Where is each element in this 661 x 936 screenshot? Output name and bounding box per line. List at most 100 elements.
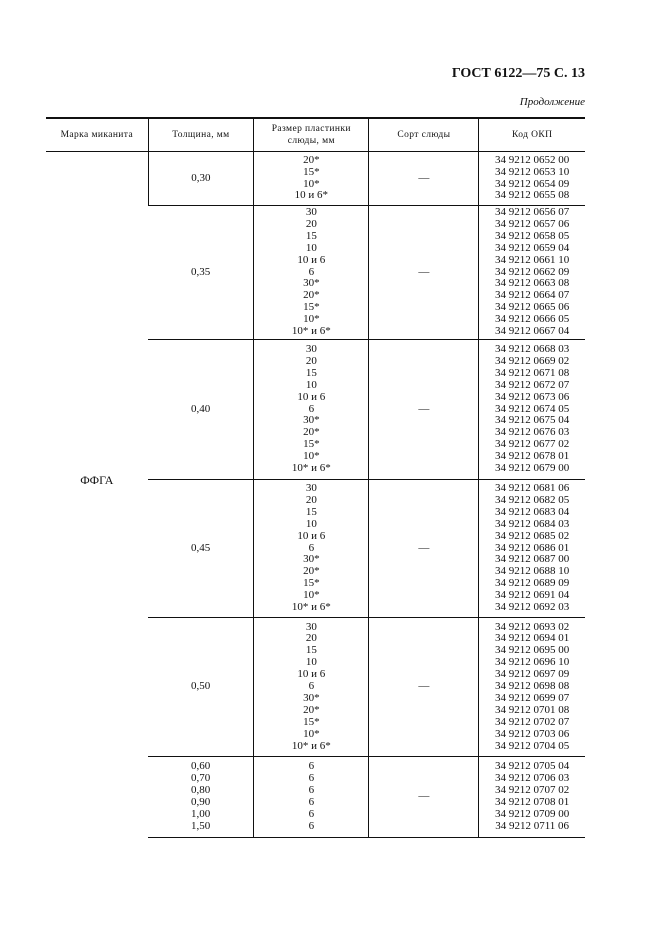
okp-code: 34 9212 0711 06 (495, 819, 570, 832)
okp-code: 34 9212 0656 07 (495, 206, 570, 219)
plate-size: 6 (308, 265, 315, 278)
plate-size: 10 и 6 (297, 529, 326, 542)
okp-code: 34 9212 0687 00 (495, 553, 570, 566)
okp-code: 34 9212 0654 09 (495, 177, 570, 190)
plate-size: 10* и 6* (291, 601, 331, 614)
okp-code-cell: 34 9212 0681 06 34 9212 0682 05 34 9212 06… (478, 479, 585, 618)
mica-grade-cell: — (368, 205, 479, 340)
plate-size: 10 (305, 517, 317, 530)
plate-size-cell: 20* 15* 10* 10 и 6* (253, 151, 369, 206)
thickness-cell: 0,60 0,70 0,80 0,90 1,00 1,50 (148, 756, 254, 838)
plate-size-cell: 30 20 15 10 10 и 6 6 30* 20* 15* 10* 10* и 6* (253, 339, 369, 480)
thickness: 0,60 (191, 760, 211, 773)
thickness: 0,90 (191, 796, 211, 808)
plate-size-cell: 30 20 15 10 10 и 6 6 30* 20* 15* 10* 10* и 6* (253, 205, 369, 340)
plate-size: 10* (303, 589, 320, 602)
plate-size-cell: 30 20 15 10 10 и 6 6 30* 20* 15* 10* 10* и 6* (253, 479, 369, 618)
okp-code: 34 9212 0678 01 (495, 450, 570, 463)
okp-code: 34 9212 0653 10 (495, 165, 570, 178)
okp-code: 34 9212 0686 01 (495, 541, 570, 554)
thickness: 1,50 (191, 819, 211, 832)
plate-size: 6 (308, 796, 315, 808)
table-row-group: 0,35 30 20 15 10 10 и 6 6 30* 20* 15* 10* 10* и 6* —… (46, 205, 585, 340)
plate-size: 20* (303, 703, 320, 716)
plate-size: 15 (305, 366, 317, 379)
plate-size: 6 (308, 784, 315, 797)
okp-code: 34 9212 0699 07 (495, 691, 570, 704)
okp-code-cell: 34 9212 0705 04 34 9212 0706 03 34 9212 07… (478, 756, 585, 838)
okp-code: 34 9212 0683 04 (495, 505, 570, 518)
table-row-group: 0,60 0,70 0,80 0,90 1,00 1,50 6 6 6 6 6 6—34 9212 0… (46, 756, 585, 838)
plate-size: 30* (303, 414, 320, 427)
mica-grade-cell: — (368, 756, 479, 838)
table-body: ФФГА 0,30 20* 15* 10* 10 и 6* —34 9212 0652 00… (46, 151, 585, 838)
mica-grade-cell: — (368, 617, 479, 757)
okp-code: 34 9212 0677 02 (495, 438, 570, 451)
col-header-mark: Марка миканита (46, 117, 149, 152)
table-row-group: 0,40 30 20 15 10 10 и 6 6 30* 20* 15* 10* 10* и 6* —… (46, 339, 585, 480)
okp-code: 34 9212 0657 06 (495, 217, 570, 230)
okp-code: 34 9212 0679 00 (495, 462, 570, 475)
okp-code: 34 9212 0688 10 (495, 565, 570, 578)
okp-code: 34 9212 0662 09 (495, 265, 570, 278)
col-header-mica-grade: Сорт слюды (368, 117, 479, 152)
okp-code-cell: 34 9212 0693 02 34 9212 0694 01 34 9212 06… (478, 617, 585, 757)
okp-code: 34 9212 0675 04 (495, 414, 570, 427)
okp-code: 34 9212 0704 05 (495, 739, 570, 752)
mark-cell: ФФГА (80, 472, 114, 487)
okp-code: 34 9212 0671 08 (495, 366, 570, 379)
okp-code: 34 9212 0692 03 (495, 601, 570, 614)
okp-code: 34 9212 0655 08 (495, 189, 570, 202)
okp-code-cell: 34 9212 0652 00 34 9212 0653 10 34 9212 06… (478, 151, 585, 206)
plate-size: 10* (303, 177, 320, 190)
plate-size: 20 (305, 493, 317, 506)
plate-size: 20 (305, 217, 317, 230)
okp-code: 34 9212 0672 07 (495, 378, 570, 391)
okp-code: 34 9212 0701 08 (495, 703, 570, 716)
table-row-group: 0,45 30 20 15 10 10 и 6 6 30* 20* 15* 10* 10* и 6* —… (46, 479, 585, 618)
mica-grade-cell: — (368, 151, 479, 206)
continuation-label: Продолжение (519, 96, 585, 108)
plate-size: 20 (305, 354, 317, 367)
thickness: 1,00 (191, 807, 211, 820)
okp-code: 34 9212 0666 05 (495, 313, 570, 326)
plate-size: 10 (305, 378, 317, 391)
okp-code: 34 9212 0705 04 (495, 760, 570, 773)
okp-code: 34 9212 0703 06 (495, 727, 570, 740)
okp-code: 34 9212 0693 02 (495, 620, 570, 633)
plate-size: 10 (305, 241, 317, 254)
okp-code: 34 9212 0667 04 (495, 325, 570, 338)
plate-size: 15* (303, 577, 320, 590)
okp-code: 34 9212 0665 06 (495, 301, 570, 314)
mica-table: Марка миканита Толщина, мм Размер пласти… (46, 117, 585, 838)
plate-size: 15* (303, 301, 320, 314)
thickness: 0,30 (191, 171, 211, 184)
plate-size: 30* (303, 277, 320, 290)
okp-code: 34 9212 0659 04 (495, 241, 570, 254)
table-row-group: ФФГА 0,30 20* 15* 10* 10 и 6* —34 9212 0652 00… (46, 151, 585, 486)
plate-size: 30 (305, 343, 317, 356)
plate-size: 20* (303, 153, 320, 166)
plate-size: 10 и 6* (294, 189, 329, 202)
okp-code: 34 9212 0709 00 (495, 807, 570, 820)
plate-size: 20* (303, 565, 320, 578)
okp-code: 34 9212 0673 06 (495, 390, 570, 403)
thickness-cell: 0,30 (147, 151, 254, 206)
plate-size-cell: 30 20 15 10 10 и 6 6 30* 20* 15* 10* 10* и 6* (253, 617, 369, 757)
plate-size: 6 (308, 772, 315, 785)
okp-code-cell: 34 9212 0668 03 34 9212 0669 02 34 9212 06… (478, 339, 585, 480)
okp-code: 34 9212 0674 05 (495, 402, 570, 415)
plate-size: 6 (308, 680, 315, 693)
col-header-thickness: Толщина, мм (147, 117, 254, 152)
plate-size: 10* (303, 450, 320, 463)
thickness-cell: 0,45 (148, 479, 254, 618)
okp-code: 34 9212 0682 05 (495, 493, 570, 506)
document-header: ГОСТ 6122—75 С. 13 (451, 66, 585, 81)
thickness-cell: 0,35 (148, 205, 254, 340)
plate-size: 30 (305, 482, 317, 495)
plate-size: 15* (303, 438, 320, 451)
okp-code: 34 9212 0681 06 (495, 482, 570, 495)
plate-size: 30* (303, 553, 320, 566)
plate-size: 10* и 6* (291, 462, 331, 475)
